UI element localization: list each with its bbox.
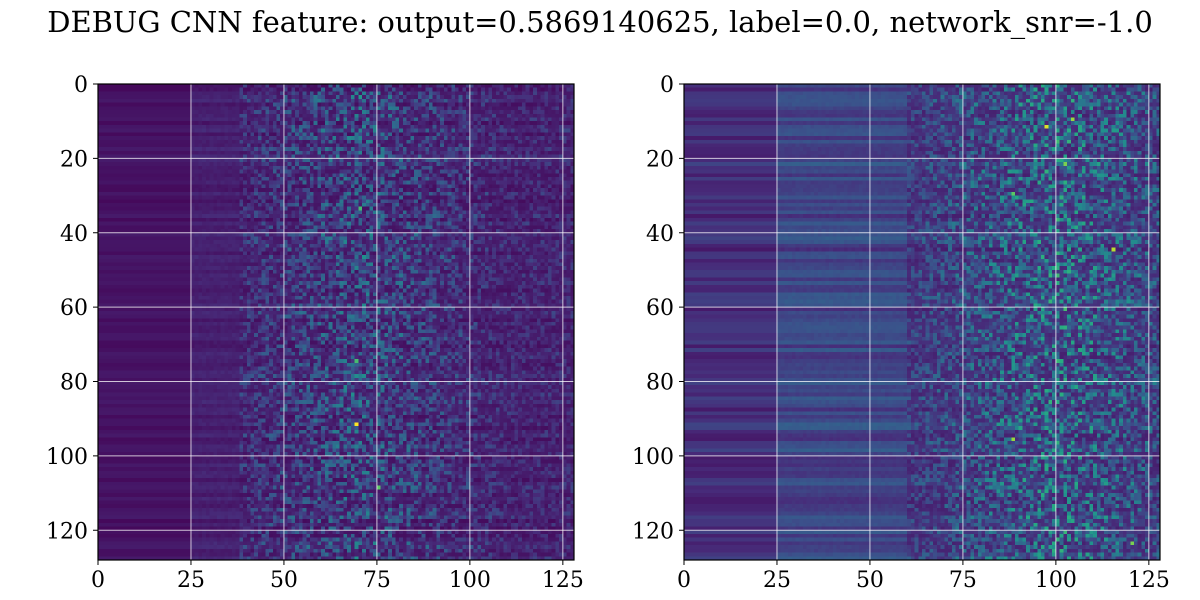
x-tick-label: 75 — [949, 568, 977, 593]
y-tick-label: 20 — [646, 147, 674, 172]
y-tick-label: 120 — [632, 519, 674, 544]
x-tick-label: 0 — [677, 568, 691, 593]
heatmap-image — [684, 84, 1160, 560]
y-tick-label: 40 — [646, 222, 674, 247]
y-tick-label: 100 — [632, 445, 674, 470]
x-tick-label: 100 — [1035, 568, 1077, 593]
y-tick-label: 100 — [46, 445, 88, 470]
figure-title: DEBUG CNN feature: output=0.5869140625, … — [47, 5, 1153, 39]
y-tick-label: 60 — [60, 296, 88, 321]
x-tick-label: 125 — [542, 568, 584, 593]
x-tick-label: 75 — [363, 568, 391, 593]
x-tick-label: 25 — [177, 568, 205, 593]
x-tick-label: 50 — [270, 568, 298, 593]
y-tick-label: 120 — [46, 519, 88, 544]
y-tick-label: 20 — [60, 147, 88, 172]
plot-frame — [97, 83, 575, 561]
y-tick-label: 40 — [60, 222, 88, 247]
y-tick-label: 0 — [660, 73, 674, 98]
x-tick-label: 100 — [449, 568, 491, 593]
heatmap-image — [98, 84, 574, 560]
x-tick-label: 25 — [763, 568, 791, 593]
x-tick-label: 0 — [91, 568, 105, 593]
heatmap-left-panel: 0 25 50 75 100 125 0 20 40 60 80 100 120 — [46, 73, 584, 593]
y-tick-label: 0 — [74, 73, 88, 98]
y-tick-label: 80 — [646, 371, 674, 396]
y-tick-label: 80 — [60, 371, 88, 396]
y-tick-label: 60 — [646, 296, 674, 321]
x-tick-label: 125 — [1128, 568, 1170, 593]
plot-frame — [683, 83, 1161, 561]
heatmap-right-panel: 0 25 50 75 100 125 0 20 40 60 80 100 120 — [632, 73, 1170, 593]
x-tick-label: 50 — [856, 568, 884, 593]
